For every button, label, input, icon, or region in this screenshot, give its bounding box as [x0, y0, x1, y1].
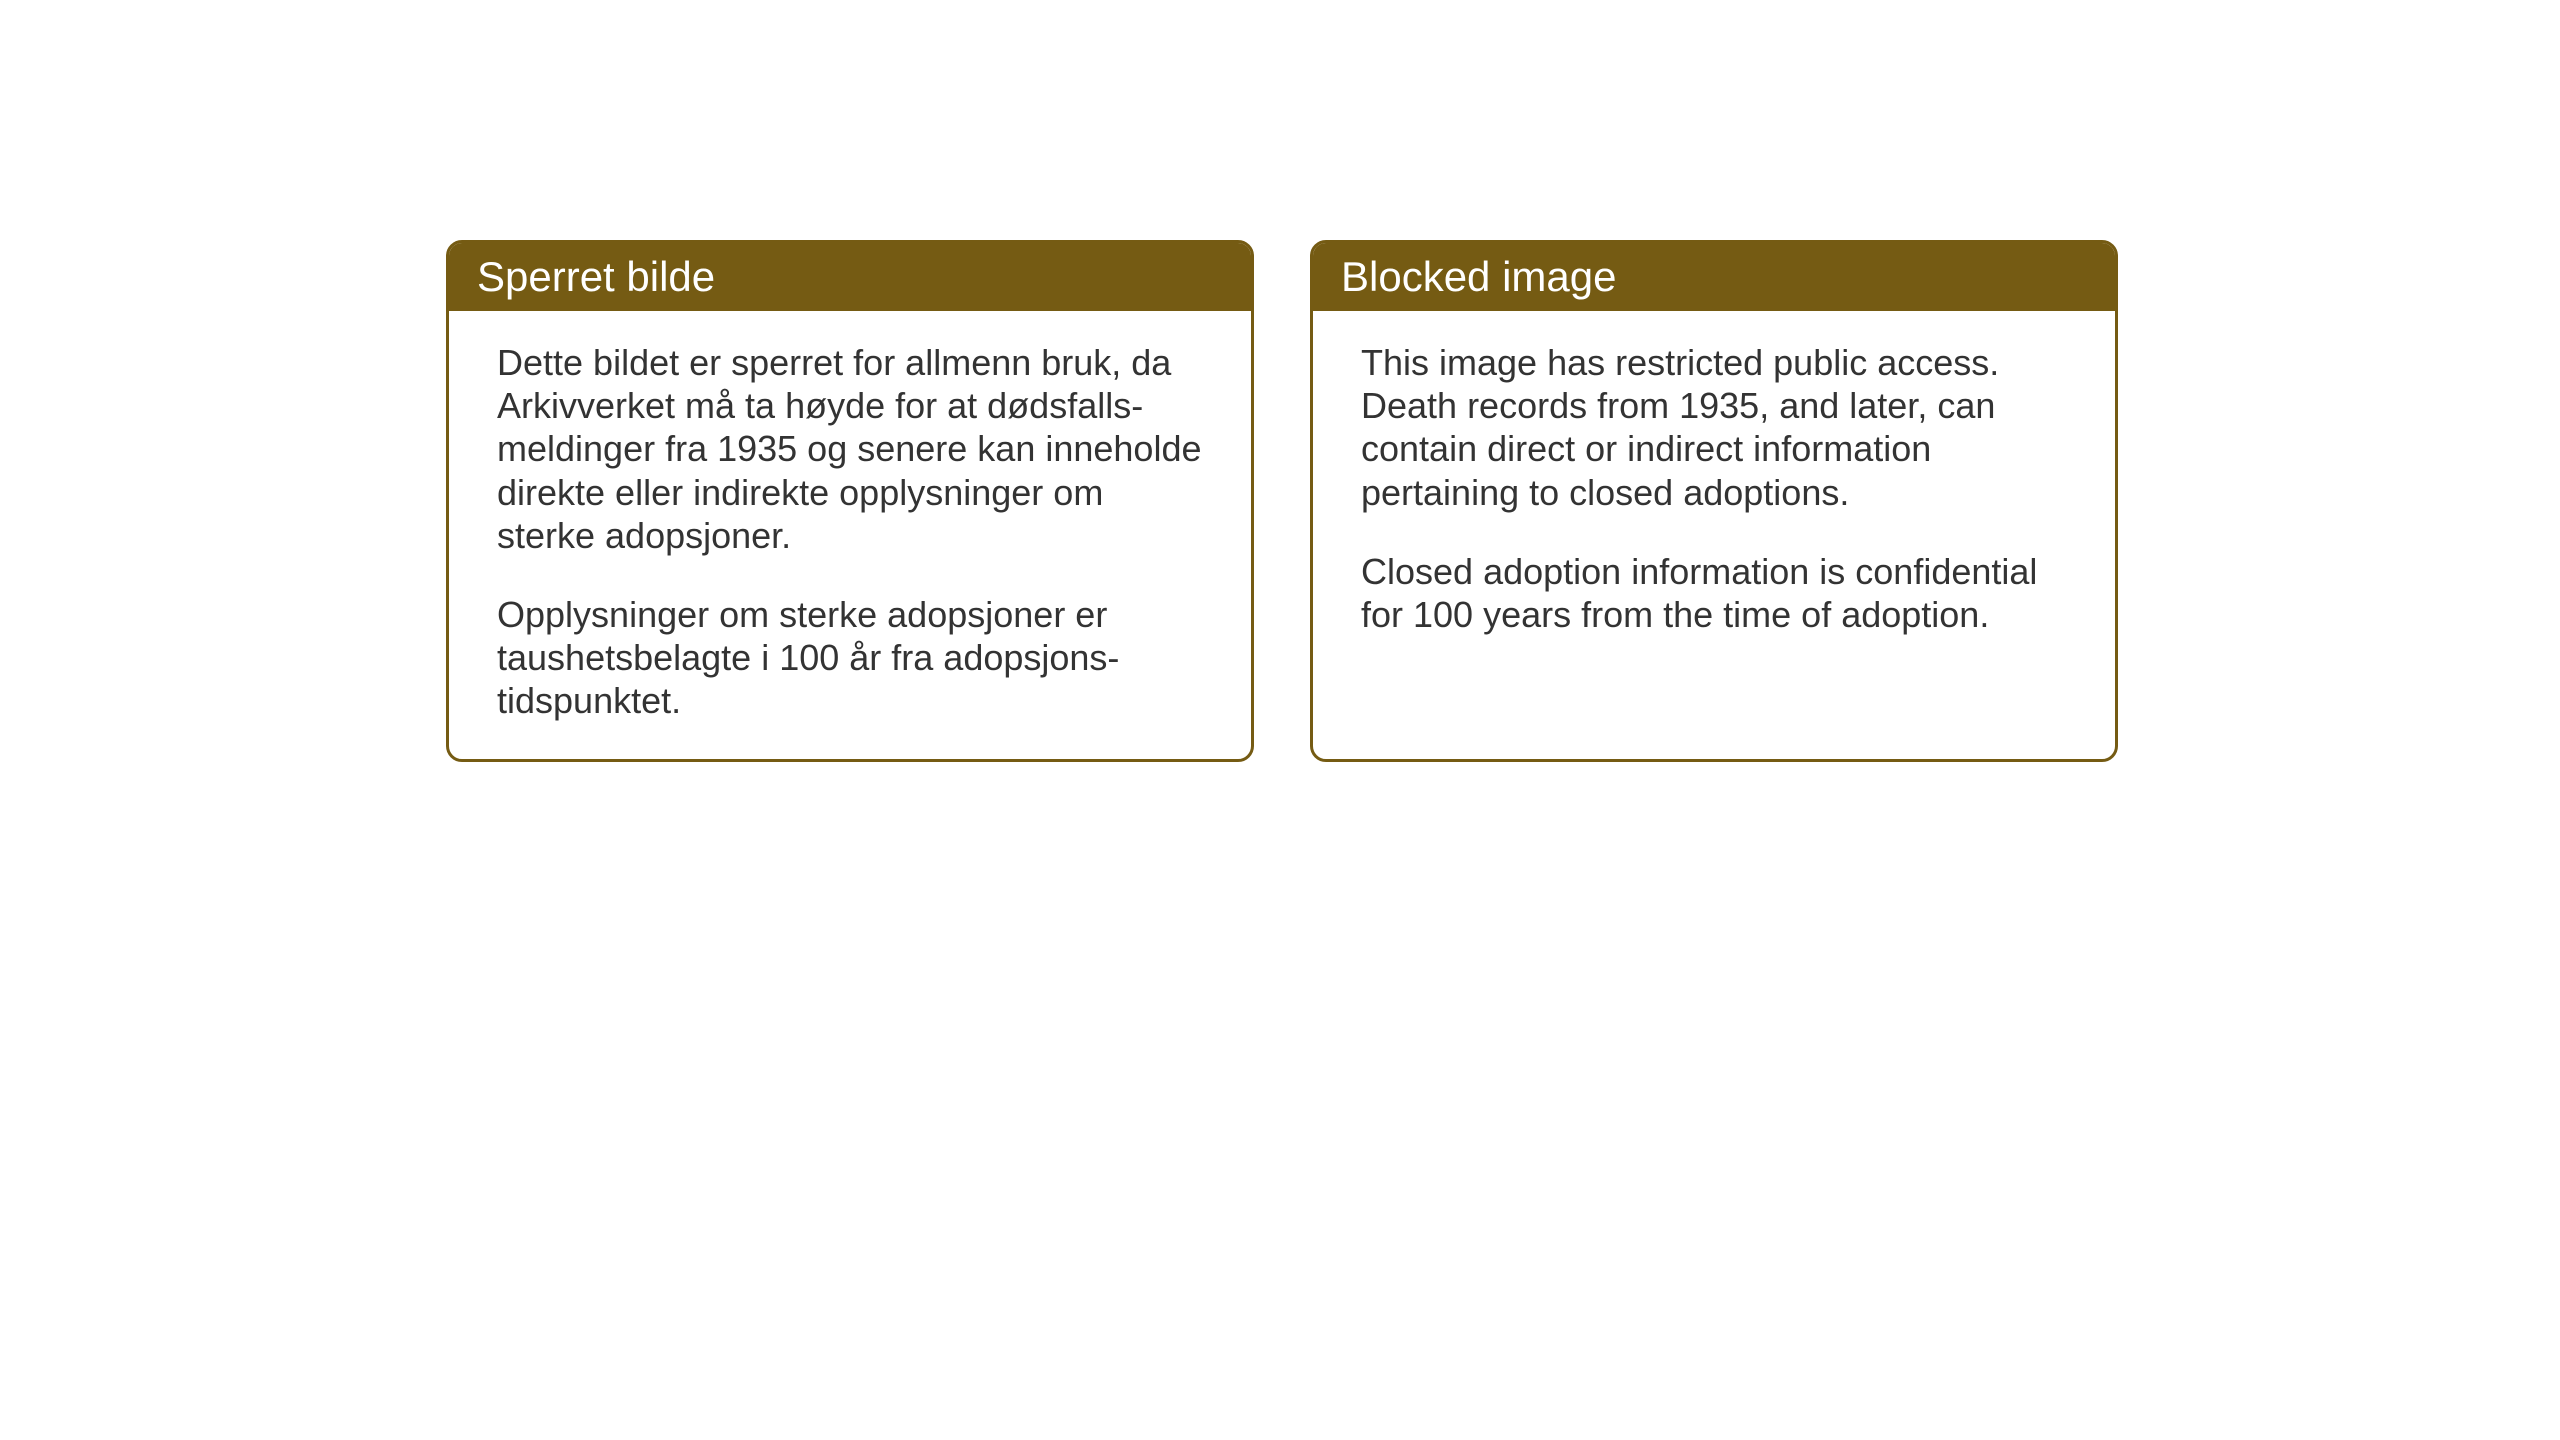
norwegian-card-title: Sperret bilde [449, 243, 1251, 311]
english-card-body: This image has restricted public access.… [1313, 311, 2115, 672]
notice-container: Sperret bilde Dette bildet er sperret fo… [446, 240, 2118, 762]
english-paragraph-2: Closed adoption information is confident… [1361, 550, 2067, 636]
english-notice-card: Blocked image This image has restricted … [1310, 240, 2118, 762]
norwegian-paragraph-2: Opplysninger om sterke adopsjoner er tau… [497, 593, 1203, 723]
english-card-title: Blocked image [1313, 243, 2115, 311]
norwegian-paragraph-1: Dette bildet er sperret for allmenn bruk… [497, 341, 1203, 557]
norwegian-notice-card: Sperret bilde Dette bildet er sperret fo… [446, 240, 1254, 762]
english-paragraph-1: This image has restricted public access.… [1361, 341, 2067, 514]
norwegian-card-body: Dette bildet er sperret for allmenn bruk… [449, 311, 1251, 759]
